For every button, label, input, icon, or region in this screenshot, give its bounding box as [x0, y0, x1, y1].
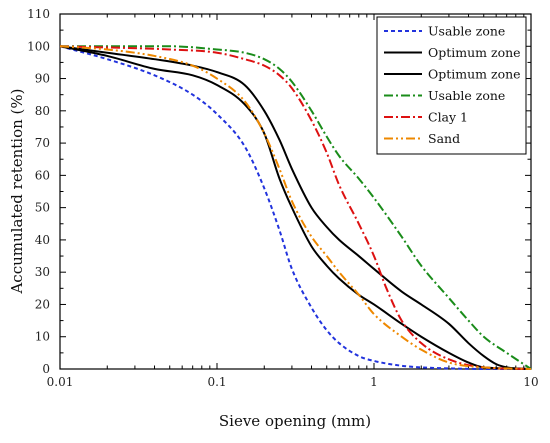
y-tick-label: 40 [35, 233, 50, 247]
x-tick-label: 10 [523, 375, 538, 389]
y-tick-label: 60 [35, 168, 50, 182]
series-line-6 [59, 45, 532, 370]
tick-marks [59, 13, 531, 370]
y-tick-label: 10 [35, 330, 50, 344]
series-line-2 [59, 45, 532, 370]
y-tick-label: 70 [35, 136, 50, 150]
series-line-5 [59, 45, 532, 370]
series-line-3 [59, 45, 532, 370]
y-tick-label: 80 [35, 104, 50, 118]
series-line-1 [59, 45, 531, 370]
x-axis-title: Sieve opening (mm) [219, 412, 371, 430]
y-tick-labels: 0 10 20 30 40 50 60 70 80 90 100 110 [27, 7, 50, 376]
legend-box [376, 16, 527, 155]
series-line-4 [59, 45, 532, 370]
x-tick-label: 0.1 [207, 375, 226, 389]
y-tick-label: 50 [35, 201, 50, 215]
legend-label-5: Clay 1 [428, 110, 468, 125]
series-lines [59, 45, 532, 370]
y-axis-title: Accumulated retention (%) [8, 88, 26, 294]
legend-label-2: Optimum zone [428, 45, 521, 60]
y-tick-label: 90 [35, 72, 50, 86]
legend-label-6: Sand [428, 131, 460, 146]
legend: Usable zone Optimum zone Optimum zone Usabl… [376, 16, 527, 155]
y-tick-label: 20 [35, 297, 50, 311]
y-tick-label: 30 [35, 265, 50, 279]
y-tick-label: 0 [42, 362, 50, 376]
x-tick-label: 0.01 [47, 375, 74, 389]
legend-label-4: Usable zone [428, 88, 505, 103]
y-tick-label: 110 [27, 7, 50, 21]
x-tick-label: 1 [370, 375, 378, 389]
x-tick-labels: 0.01 0.1 1 10 [47, 375, 539, 389]
legend-label-1: Usable zone [428, 24, 505, 39]
legend-label-3: Optimum zone [428, 67, 521, 82]
y-tick-label: 100 [27, 39, 50, 53]
